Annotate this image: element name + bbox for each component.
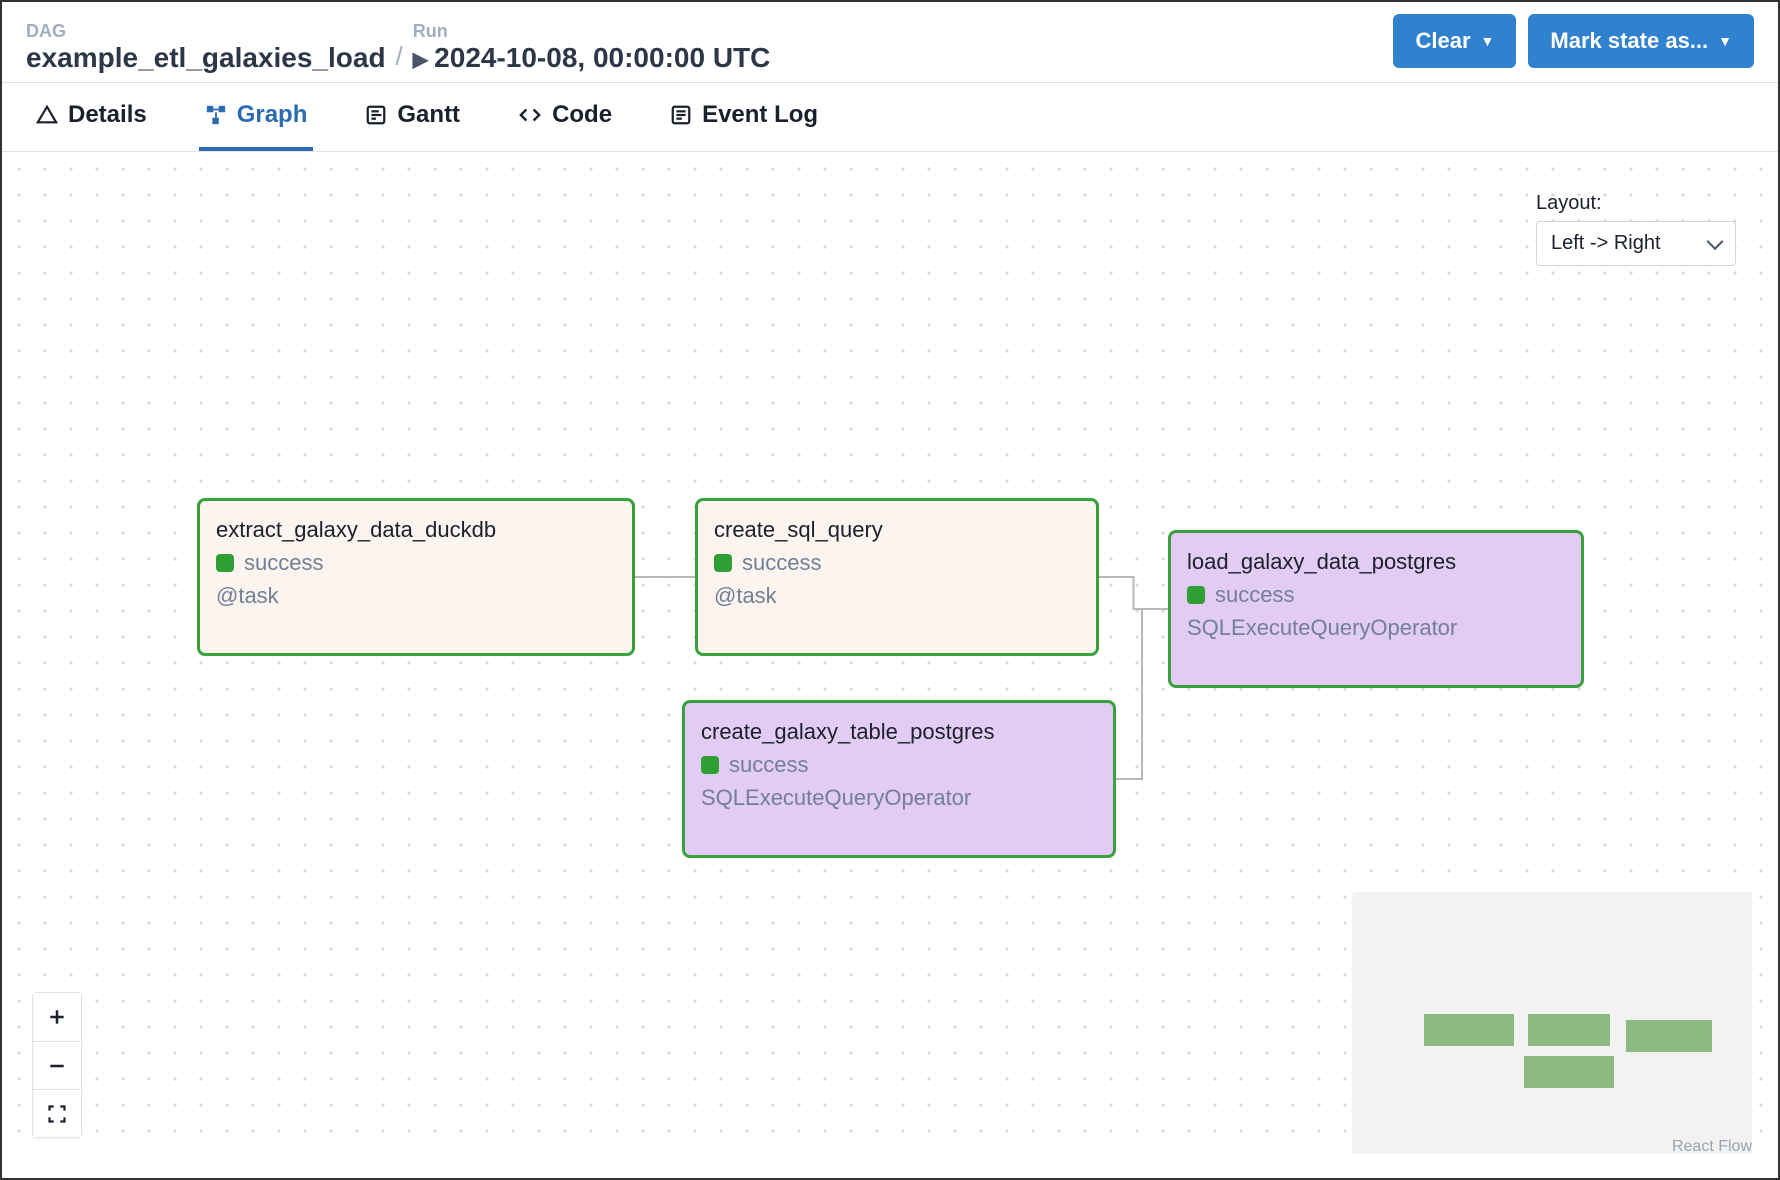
fit-view-button[interactable]: [33, 1089, 81, 1137]
minimap[interactable]: [1352, 892, 1752, 1154]
task-node-extract-galaxy-data-duckdb[interactable]: extract_galaxy_data_duckdb success @task: [197, 498, 635, 656]
details-icon: [36, 104, 58, 126]
task-status-row: success: [216, 546, 616, 579]
code-icon: [518, 104, 542, 126]
play-icon: ▶: [413, 49, 428, 71]
tab-gantt[interactable]: Gantt: [359, 83, 466, 151]
tab-event-log-label: Event Log: [702, 101, 818, 129]
header-bar: DAG example_etl_galaxies_load / Run ▶202…: [2, 2, 1778, 83]
task-operator: @task: [714, 579, 1080, 612]
tab-details[interactable]: Details: [30, 83, 153, 151]
mark-state-button[interactable]: Mark state as... ▼: [1528, 14, 1754, 68]
tab-gantt-label: Gantt: [397, 101, 460, 129]
react-flow-attribution: React Flow: [1672, 1138, 1752, 1156]
clear-button[interactable]: Clear ▼: [1393, 14, 1516, 68]
breadcrumb-dag[interactable]: DAG example_etl_galaxies_load: [26, 21, 386, 74]
tab-details-label: Details: [68, 101, 147, 129]
task-status-row: success: [1187, 578, 1565, 611]
layout-select[interactable]: Left -> Right: [1536, 221, 1736, 266]
clear-button-label: Clear: [1415, 28, 1470, 54]
graph-icon: [205, 104, 227, 126]
event-log-icon: [670, 104, 692, 126]
success-status-icon: [1187, 586, 1205, 604]
task-status: success: [244, 546, 323, 579]
dag-name: example_etl_galaxies_load: [26, 42, 386, 74]
breadcrumb-run[interactable]: Run ▶2024-10-08, 00:00:00 UTC: [413, 21, 771, 74]
chevron-down-icon: ▼: [1481, 33, 1495, 49]
mark-state-button-label: Mark state as...: [1550, 28, 1708, 54]
task-operator: @task: [216, 579, 616, 612]
tab-graph[interactable]: Graph: [199, 83, 314, 151]
zoom-out-button[interactable]: [33, 1041, 81, 1089]
minimap-node: [1524, 1056, 1614, 1088]
minimap-node: [1528, 1014, 1610, 1046]
task-operator: SQLExecuteQueryOperator: [701, 781, 1097, 814]
success-status-icon: [216, 554, 234, 572]
layout-control: Layout: Left -> Right: [1536, 192, 1736, 266]
minimap-node: [1626, 1020, 1712, 1052]
task-status: success: [729, 748, 808, 781]
gantt-icon: [365, 104, 387, 126]
task-operator: SQLExecuteQueryOperator: [1187, 611, 1565, 644]
run-value: ▶2024-10-08, 00:00:00 UTC: [413, 42, 771, 74]
layout-label: Layout:: [1536, 192, 1736, 215]
success-status-icon: [701, 756, 719, 774]
chevron-down-icon: ▼: [1718, 33, 1732, 49]
header-actions: Clear ▼ Mark state as... ▼: [1393, 14, 1754, 68]
run-label: Run: [413, 21, 771, 42]
task-status: success: [742, 546, 821, 579]
zoom-in-button[interactable]: [33, 993, 81, 1041]
task-title: create_sql_query: [714, 513, 1080, 546]
dag-label: DAG: [26, 21, 386, 42]
breadcrumb: DAG example_etl_galaxies_load / Run ▶202…: [26, 21, 770, 74]
task-node-create-sql-query[interactable]: create_sql_query success @task: [695, 498, 1099, 656]
tab-graph-label: Graph: [237, 101, 308, 129]
task-node-load-galaxy-data-postgres[interactable]: load_galaxy_data_postgres success SQLExe…: [1168, 530, 1584, 688]
layout-selected: Left -> Right: [1551, 232, 1661, 254]
task-title: create_galaxy_table_postgres: [701, 715, 1097, 748]
tab-code-label: Code: [552, 101, 612, 129]
minimap-node: [1424, 1014, 1514, 1046]
task-status-row: success: [714, 546, 1080, 579]
task-status: success: [1215, 578, 1294, 611]
zoom-controls: [32, 992, 82, 1138]
task-status-row: success: [701, 748, 1097, 781]
task-node-create-galaxy-table-postgres[interactable]: create_galaxy_table_postgres success SQL…: [682, 700, 1116, 858]
success-status-icon: [714, 554, 732, 572]
tab-event-log[interactable]: Event Log: [664, 83, 824, 151]
task-title: load_galaxy_data_postgres: [1187, 545, 1565, 578]
graph-canvas[interactable]: Layout: Left -> Right extract_galaxy_dat…: [2, 152, 1778, 1154]
breadcrumb-separator: /: [396, 41, 403, 74]
tab-code[interactable]: Code: [512, 83, 618, 151]
task-title: extract_galaxy_data_duckdb: [216, 513, 616, 546]
tab-bar: Details Graph Gantt Code Event Log: [2, 83, 1778, 152]
